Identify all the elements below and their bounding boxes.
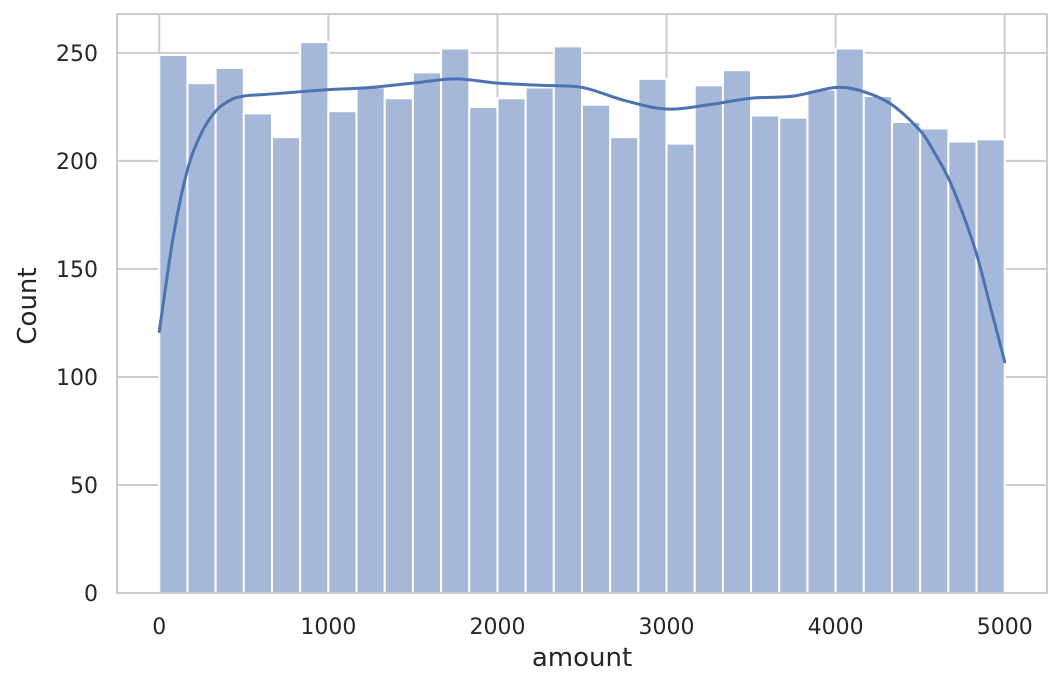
histogram-bar <box>242 112 274 595</box>
x-tick-labels: 0 1000 2000 3000 4000 5000 <box>152 615 1032 640</box>
y-tick-label: 150 <box>56 258 98 283</box>
y-tick-label: 0 <box>84 582 98 607</box>
x-tick-label: 4000 <box>808 615 864 640</box>
histogram-bar <box>665 142 696 594</box>
histogram-bar <box>919 127 950 595</box>
histogram-bar <box>721 69 753 595</box>
y-axis-label: Count <box>13 267 43 344</box>
histogram-bar <box>468 105 499 594</box>
axes-frame <box>116 13 1048 594</box>
kde-curve <box>157 77 1007 364</box>
histogram-bar <box>806 88 837 595</box>
histogram-bar <box>609 136 640 595</box>
histogram-bar <box>693 84 724 595</box>
histogram-bar <box>158 54 189 594</box>
bars-layer <box>158 41 1006 595</box>
histogram-bar <box>750 114 781 594</box>
histogram-bar <box>834 47 865 595</box>
histogram-bar <box>271 136 302 595</box>
x-tick-label: 3000 <box>639 615 695 640</box>
histogram-bar <box>299 41 330 595</box>
histogram-bar <box>778 116 809 594</box>
x-tick-label: 5000 <box>977 615 1033 640</box>
histogram-bar <box>975 138 1006 594</box>
histogram-bar <box>214 67 245 595</box>
y-tick-label: 100 <box>56 366 98 391</box>
histogram-bar <box>637 77 668 595</box>
histogram-bar <box>524 86 555 594</box>
histogram-bar <box>552 45 584 594</box>
x-tick-label: 1000 <box>300 615 356 640</box>
x-tick-label: 0 <box>152 615 166 640</box>
y-tick-label: 200 <box>56 150 98 175</box>
histogram-bar <box>581 103 612 595</box>
histogram-bar <box>890 121 922 594</box>
histogram-bar <box>440 47 471 595</box>
histogram-bar <box>355 86 386 594</box>
kde-layer <box>157 77 1007 364</box>
histogram-bar <box>411 71 443 594</box>
histogram-bar <box>383 97 414 594</box>
histogram-bar <box>327 110 358 594</box>
histogram-bar <box>862 95 893 594</box>
x-tick-label: 2000 <box>469 615 525 640</box>
y-tick-label: 50 <box>70 474 98 499</box>
y-tick-label: 250 <box>56 42 98 67</box>
y-tick-labels: 0 50 100 150 200 250 <box>56 42 98 607</box>
x-axis-label: amount <box>532 643 632 673</box>
histogram-bar <box>496 97 527 594</box>
histogram-bar <box>186 82 217 594</box>
